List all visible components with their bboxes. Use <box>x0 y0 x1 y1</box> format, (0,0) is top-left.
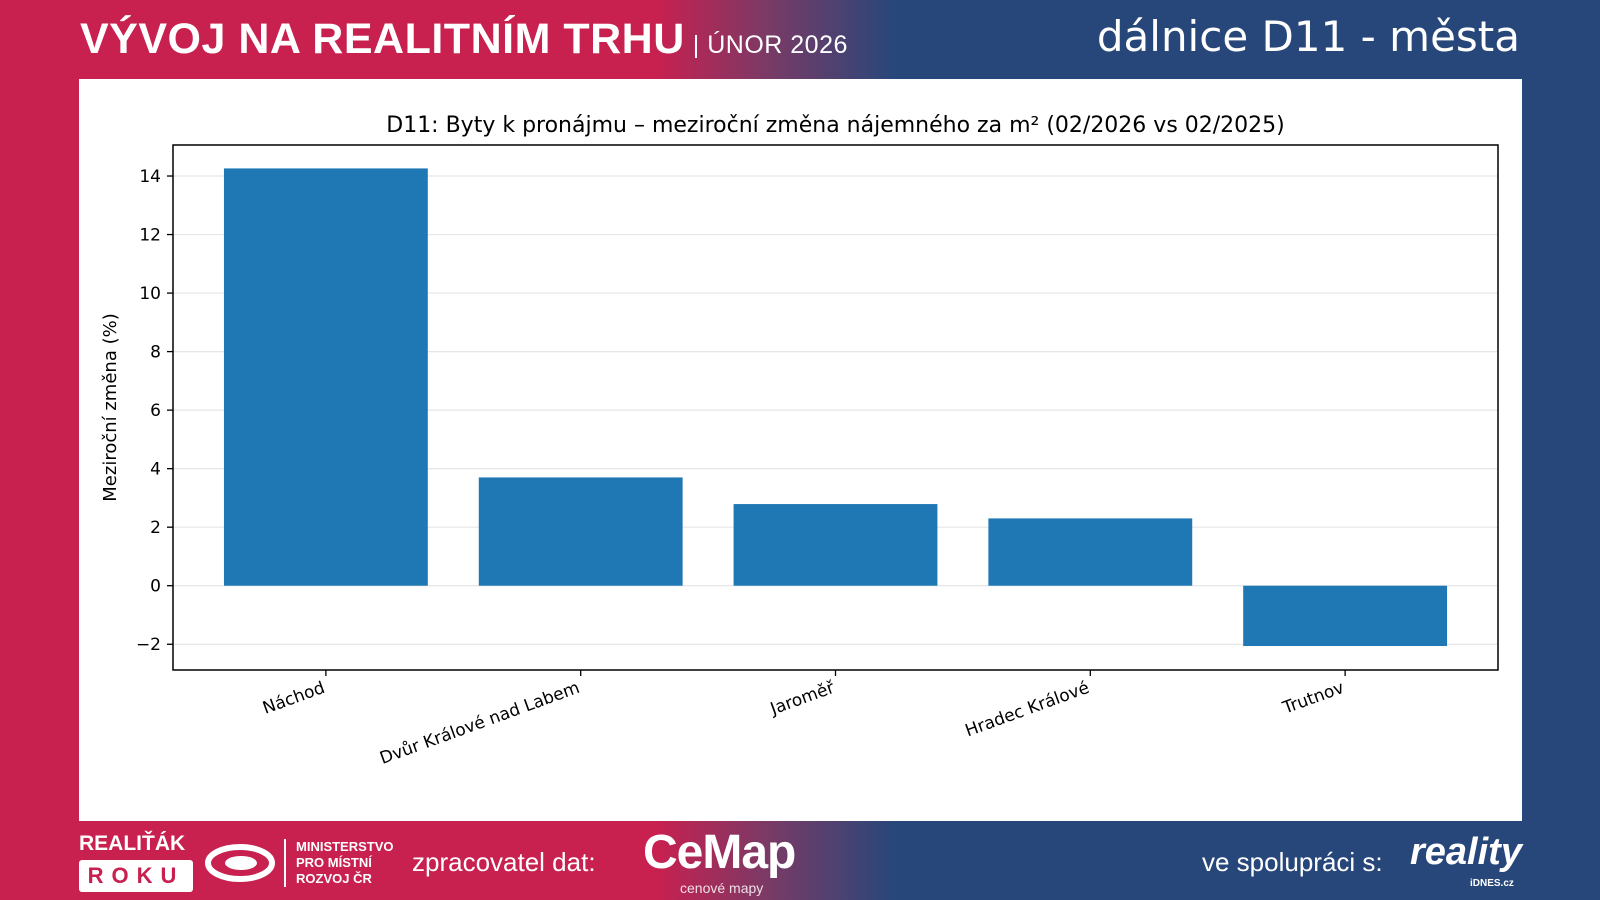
y-tick-label: 0 <box>150 577 161 597</box>
idnes-label: iDNES.cz <box>1470 878 1514 889</box>
bar-chart: −2 0 2 4 6 8 10 12 14 Náchod Dvůr Králové nad Labe… <box>100 113 1499 769</box>
y-tick-label: 2 <box>150 518 161 538</box>
bar-hradec-králové <box>988 518 1193 586</box>
cooperation-label: ve spolupráci s: <box>1202 847 1383 877</box>
roku-badge: ROKU <box>79 860 193 892</box>
title-text: VÝVOJ NA REALITNÍM TRHU <box>80 15 685 63</box>
ministry-emblem-icon <box>205 844 275 882</box>
x-tick-label: Trutnov <box>1279 678 1347 719</box>
x-tick-label: Jaroměř <box>767 678 838 720</box>
page-title: VÝVOJ NA REALITNÍM TRHU | ÚNOR 2026 <box>80 15 848 63</box>
y-tick-label: 4 <box>150 460 161 480</box>
bar-trutnov <box>1243 585 1448 647</box>
chart-title: D11: Byty k pronájmu – meziroční změna n… <box>386 113 1285 138</box>
y-tick-label: 10 <box>139 284 161 304</box>
x-tick-label: Dvůr Králové nad Labem <box>377 678 582 769</box>
bar-jaroměř <box>733 504 938 586</box>
y-tick-label: 8 <box>150 343 161 363</box>
y-tick-label: 14 <box>139 167 161 187</box>
ministry-line: PRO MÍSTNÍ <box>296 855 372 870</box>
processor-label: zpracovatel dat: <box>412 847 596 877</box>
cemap-subtitle: cenové mapy <box>680 880 764 896</box>
bar-dvůr-králové-nad-labem <box>478 477 683 586</box>
y-axis-label: Meziroční změna (%) <box>100 313 121 501</box>
y-tick-label: 6 <box>150 401 161 421</box>
reality-idnes-logo: reality <box>1410 831 1522 873</box>
ministry-line: MINISTERSTVO <box>296 839 394 854</box>
bar-náchod <box>223 168 428 586</box>
realitak-logo: REALIŤÁK <box>79 832 186 855</box>
y-tick-label: −2 <box>136 635 161 655</box>
x-tick-label: Náchod <box>260 678 327 719</box>
cemap-logo: CeMap <box>643 826 796 879</box>
ministry-logo: MINISTERSTVO PRO MÍSTNÍ ROZVOJ ČR <box>284 839 394 887</box>
y-tick-label: 12 <box>139 226 161 246</box>
footer: REALIŤÁK ROKU MINISTERSTVO PRO MÍSTNÍ RO… <box>0 821 1600 900</box>
chart-panel: −2 0 2 4 6 8 10 12 14 Náchod Dvůr Králové nad Labe… <box>79 79 1522 821</box>
region-title: dálnice D11 - města <box>1096 12 1520 61</box>
ministry-line: ROZVOJ ČR <box>296 871 372 886</box>
x-tick-label: Hradec Králové <box>963 678 1092 741</box>
period-label: | ÚNOR 2026 <box>692 31 848 59</box>
